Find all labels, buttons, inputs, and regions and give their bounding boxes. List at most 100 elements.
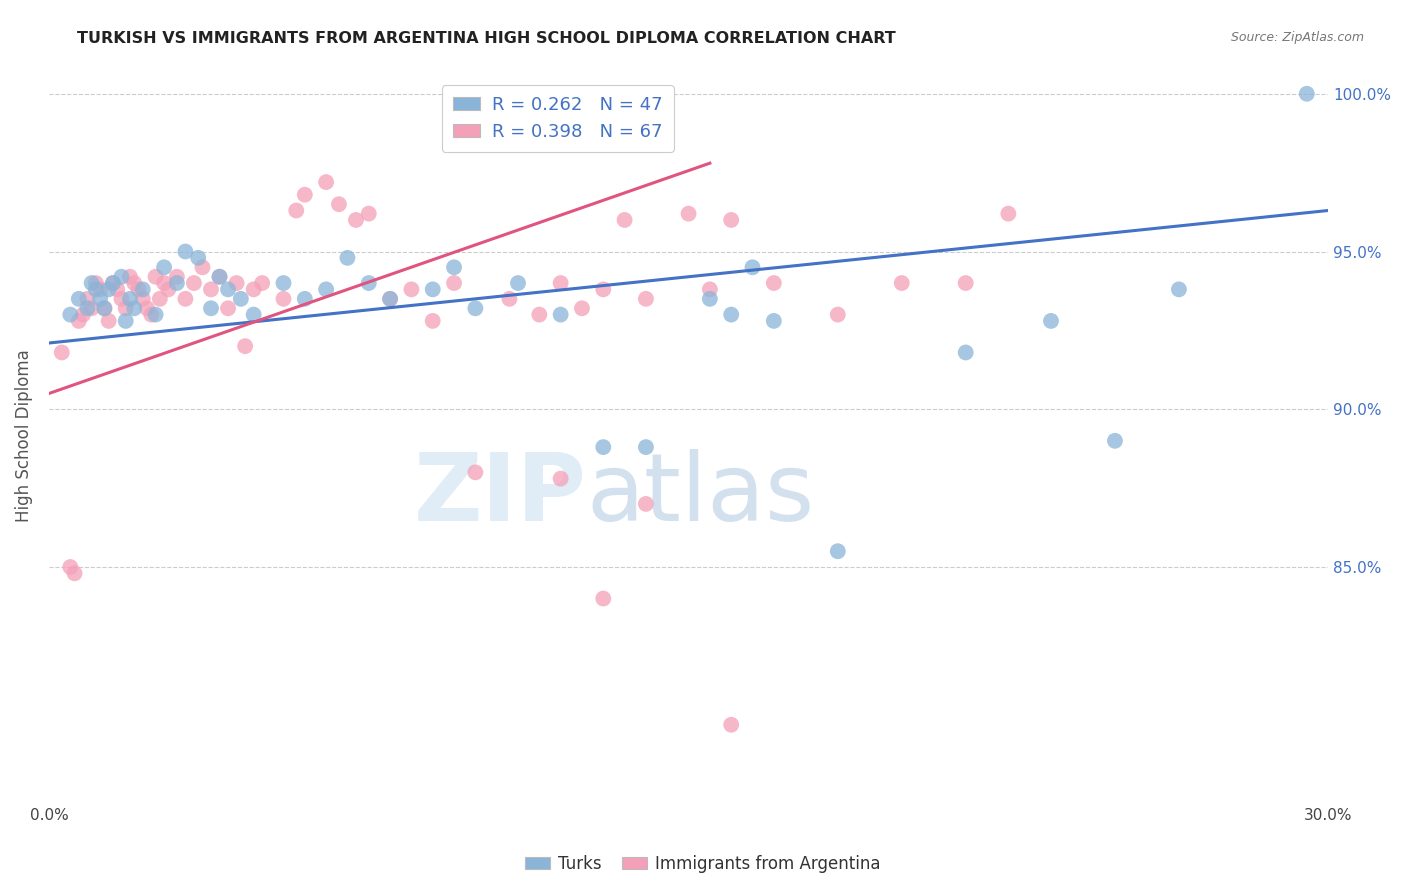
Point xyxy=(242,308,264,322)
Point xyxy=(208,269,231,284)
Point xyxy=(217,282,239,296)
Point xyxy=(344,213,367,227)
Point xyxy=(59,560,82,574)
Point xyxy=(229,292,252,306)
Point xyxy=(153,276,176,290)
Point xyxy=(145,308,167,322)
Point xyxy=(84,282,107,296)
Point xyxy=(114,314,136,328)
Point xyxy=(699,292,721,306)
Point xyxy=(762,314,785,328)
Point xyxy=(110,292,132,306)
Point xyxy=(550,276,572,290)
Point xyxy=(233,339,256,353)
Text: ZIP: ZIP xyxy=(413,449,586,541)
Point xyxy=(63,566,86,581)
Point xyxy=(187,251,209,265)
Point xyxy=(443,276,465,290)
Point xyxy=(328,197,350,211)
Point xyxy=(315,282,337,296)
Point xyxy=(84,276,107,290)
Point xyxy=(378,292,401,306)
Point xyxy=(93,301,115,316)
Text: TURKISH VS IMMIGRANTS FROM ARGENTINA HIGH SCHOOL DIPLOMA CORRELATION CHART: TURKISH VS IMMIGRANTS FROM ARGENTINA HIG… xyxy=(77,31,896,46)
Point xyxy=(114,301,136,316)
Point xyxy=(741,260,763,275)
Point xyxy=(1040,314,1063,328)
Point xyxy=(464,466,486,480)
Point xyxy=(550,308,572,322)
Point xyxy=(153,260,176,275)
Point xyxy=(122,301,145,316)
Point xyxy=(225,276,247,290)
Point xyxy=(51,345,73,359)
Point xyxy=(997,207,1019,221)
Point xyxy=(294,292,316,306)
Point xyxy=(273,276,295,290)
Point xyxy=(955,345,977,359)
Point xyxy=(357,276,380,290)
Point xyxy=(827,308,849,322)
Point xyxy=(422,314,444,328)
Point xyxy=(498,292,520,306)
Point xyxy=(132,282,155,296)
Point xyxy=(89,292,111,306)
Point xyxy=(67,292,90,306)
Point xyxy=(132,292,155,306)
Point xyxy=(285,203,308,218)
Point xyxy=(101,276,124,290)
Point xyxy=(955,276,977,290)
Point xyxy=(720,213,742,227)
Point xyxy=(1104,434,1126,448)
Point xyxy=(191,260,214,275)
Point xyxy=(157,282,180,296)
Point xyxy=(174,244,197,259)
Point xyxy=(97,282,120,296)
Point xyxy=(613,213,636,227)
Point xyxy=(89,282,111,296)
Point xyxy=(592,440,614,454)
Point xyxy=(97,314,120,328)
Point xyxy=(720,308,742,322)
Text: Source: ZipAtlas.com: Source: ZipAtlas.com xyxy=(1230,31,1364,45)
Point xyxy=(357,207,380,221)
Legend: Turks, Immigrants from Argentina: Turks, Immigrants from Argentina xyxy=(519,848,887,880)
Point xyxy=(122,276,145,290)
Point xyxy=(118,292,141,306)
Point xyxy=(166,269,188,284)
Point xyxy=(80,301,103,316)
Point xyxy=(550,472,572,486)
Point xyxy=(250,276,273,290)
Point xyxy=(315,175,337,189)
Point xyxy=(141,308,163,322)
Point xyxy=(80,276,103,290)
Point xyxy=(242,282,264,296)
Point xyxy=(720,717,742,731)
Point xyxy=(166,276,188,290)
Point xyxy=(422,282,444,296)
Point xyxy=(208,269,231,284)
Point xyxy=(506,276,529,290)
Point xyxy=(200,282,222,296)
Point xyxy=(105,282,128,296)
Point xyxy=(634,497,657,511)
Point xyxy=(529,308,551,322)
Legend: R = 0.262   N = 47, R = 0.398   N = 67: R = 0.262 N = 47, R = 0.398 N = 67 xyxy=(441,85,673,152)
Point xyxy=(762,276,785,290)
Point xyxy=(464,301,486,316)
Point xyxy=(217,301,239,316)
Point xyxy=(378,292,401,306)
Y-axis label: High School Diploma: High School Diploma xyxy=(15,350,32,523)
Point xyxy=(571,301,593,316)
Point xyxy=(592,591,614,606)
Point xyxy=(678,207,700,221)
Point xyxy=(294,187,316,202)
Point xyxy=(174,292,197,306)
Point xyxy=(1167,282,1189,296)
Point xyxy=(443,260,465,275)
Point xyxy=(890,276,912,290)
Point xyxy=(200,301,222,316)
Point xyxy=(93,301,115,316)
Point xyxy=(273,292,295,306)
Point xyxy=(67,314,90,328)
